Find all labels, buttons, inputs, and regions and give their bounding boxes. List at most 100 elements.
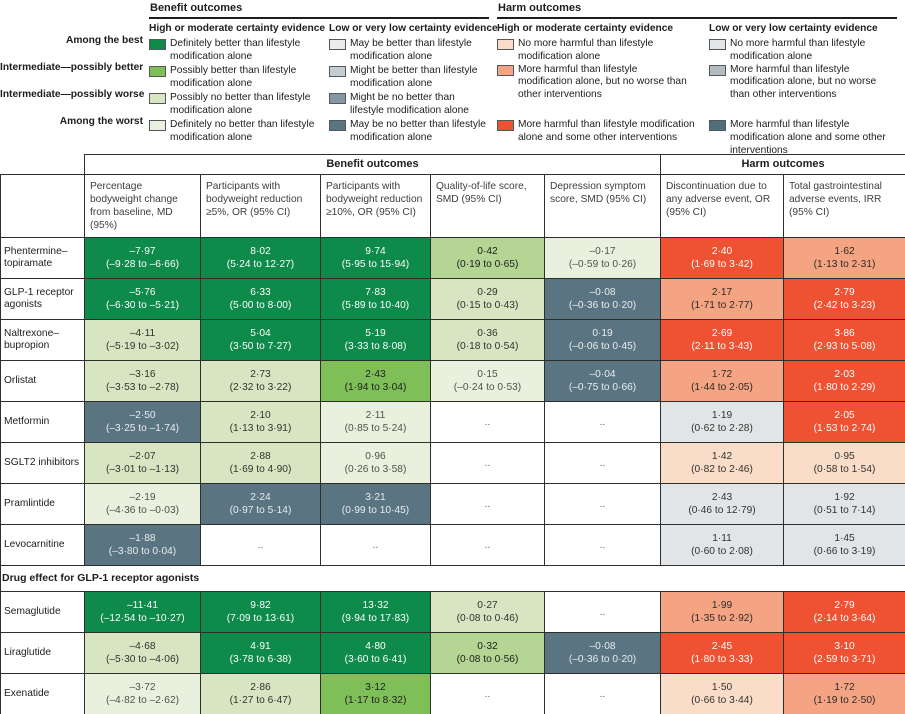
legend-swatch-icon (497, 39, 514, 50)
confidence-interval: (5·89 to 10·40) (341, 300, 410, 311)
estimate: 2·43 (365, 369, 386, 380)
legend-item: More harmful than lifestyle modification… (709, 119, 897, 157)
estimate: 3·86 (834, 328, 855, 339)
confidence-interval: (1·44 to 2·05) (691, 382, 753, 393)
confidence-interval: (2·93 to 5·08) (813, 341, 876, 352)
value-cell: 9·74 (5·95 to 15·94) (320, 237, 431, 279)
value-cell: 1·19 (0·62 to 2·28) (660, 401, 785, 443)
confidence-interval: (5·95 to 15·94) (341, 259, 410, 270)
estimate: –4·11 (129, 328, 156, 339)
legend-column-title: High or moderate certainty evidence (497, 23, 674, 34)
estimate: –1·88 (129, 533, 156, 544)
confidence-interval: (3·60 to 6·41) (344, 654, 407, 665)
legend-swatch-icon (497, 119, 514, 131)
legend-harm-group: Harm outcomes High or moderate certainty… (497, 2, 897, 156)
table-row: Levocarnitine –1·88 (–3·80 to 0·04).......… (0, 524, 905, 566)
column-header: Percentage bodyweight change from baseli… (84, 174, 201, 238)
estimate: 0·15 (477, 369, 498, 380)
confidence-interval: (3·33 to 8·08) (344, 341, 407, 352)
estimate: 3·21 (365, 492, 386, 503)
confidence-interval: (2·32 to 3·22) (229, 382, 292, 393)
table-row: Phentermine–topiramate –7·97 (–9·28 to –6·… (0, 237, 905, 279)
estimate: –0·17 (589, 246, 616, 257)
confidence-interval: (1·35 to 2·92) (691, 613, 753, 624)
estimate: 1·72 (834, 682, 855, 693)
legend-swatch-icon (709, 64, 726, 76)
confidence-interval: (0·26 to 3·58) (344, 464, 407, 475)
value-cell: 13·32 (9·94 to 17·83) (320, 591, 431, 633)
legend-row-label: Intermediate—possibly better (0, 62, 144, 73)
estimate: 2·40 (711, 246, 733, 257)
confidence-interval: (5·00 to 8·00) (229, 300, 292, 311)
legend-items: No more harmful than lifestyle modificat… (497, 38, 709, 145)
value-cell: .. (430, 442, 545, 484)
confidence-interval: (1·69 to 3·42) (691, 259, 753, 270)
value-cell: 4·91 (3·78 to 6·38) (200, 632, 321, 674)
estimate: .. (599, 606, 606, 618)
value-cell: 2·43 (1·94 to 3·04) (320, 360, 431, 402)
drug-name: GLP-1 receptor agonists (0, 278, 85, 320)
confidence-interval: (1·13 to 3·91) (229, 423, 292, 434)
legend-swatch-icon (149, 93, 166, 104)
value-cell: 1·50 (0·66 to 3·44) (660, 673, 785, 714)
estimate: .. (599, 539, 606, 551)
confidence-interval: (0·97 to 5·14) (229, 505, 292, 516)
estimate: 0·42 (477, 246, 498, 257)
estimate: 2·73 (250, 369, 271, 380)
estimate: –0·08 (589, 287, 616, 298)
drug-name: Orlistat (0, 360, 85, 402)
confidence-interval: (1·13 to 2·31) (813, 259, 876, 270)
value-cell: 0·95 (0·58 to 1·54) (783, 442, 905, 484)
estimate: 2·10 (250, 410, 271, 421)
legend-column-title: Low or very low certainty evidence (329, 23, 498, 34)
estimate: 8·02 (250, 246, 271, 257)
value-cell: 2·73 (2·32 to 3·22) (200, 360, 321, 402)
drug-column-header (0, 174, 85, 238)
column-header: Total gastrointestinal adverse events, I… (783, 174, 905, 238)
legend-item: No more harmful than lifestyle modificat… (497, 38, 709, 64)
value-cell: 3·12 (1·17 to 8·32) (320, 673, 431, 714)
value-cell: 3·86 (2·93 to 5·08) (783, 319, 905, 361)
confidence-interval: (0·85 to 5·24) (344, 423, 407, 434)
estimate: 2·24 (250, 492, 271, 503)
drug-name: Liraglutide (0, 632, 85, 674)
legend-swatch-icon (329, 39, 346, 50)
legend-item: Definitely better than lifestyle modific… (149, 38, 329, 65)
estimate: –3·16 (129, 369, 156, 380)
drug-name: Levocarnitine (0, 524, 85, 566)
estimate: 3·10 (834, 641, 855, 652)
table-row: GLP-1 receptor agonists –5·76 (–6·30 to –5… (0, 278, 905, 320)
value-cell: 2·79 (2·14 to 3·64) (783, 591, 905, 633)
value-cell: .. (430, 483, 545, 525)
estimate: .. (599, 498, 606, 510)
value-cell: 2·69 (2·11 to 3·43) (660, 319, 785, 361)
estimate: .. (599, 416, 606, 428)
confidence-interval: (–0·59 to 0·26) (568, 259, 637, 270)
value-cell: –2·50 (–3·25 to –1·74) (84, 401, 201, 443)
estimate: 2·69 (711, 328, 733, 339)
value-cell: 0·42 (0·19 to 0·65) (430, 237, 545, 279)
legend-swatch-icon (329, 120, 346, 131)
value-cell: 1·72 (1·19 to 2·50) (783, 673, 905, 714)
value-cell: 2·86 (1·27 to 6·47) (200, 673, 321, 714)
value-cell: 2·11 (0·85 to 5·24) (320, 401, 431, 443)
value-cell: –11·41 (–12·54 to –10·27) (84, 591, 201, 633)
estimate: 3·12 (365, 682, 386, 693)
estimate: 0·19 (592, 328, 613, 339)
value-cell: 1·62 (1·13 to 2·31) (783, 237, 905, 279)
legend-swatch-icon (149, 39, 166, 50)
value-cell: .. (543, 524, 662, 566)
estimate: –2·50 (129, 410, 156, 421)
estimate: 2·45 (711, 641, 733, 652)
value-cell: 0·29 (0·15 to 0·43) (430, 278, 545, 320)
confidence-interval: (–0·24 to 0·53) (453, 382, 522, 393)
estimate: –7·97 (129, 246, 156, 257)
estimate: 0·96 (365, 451, 386, 462)
legend-row-labels: Among the best Intermediate—possibly bett… (0, 2, 149, 151)
confidence-interval: (0·46 to 12·79) (688, 505, 756, 516)
harm-outcomes-header: Harm outcomes (660, 154, 905, 175)
legend-item: No more harmful than lifestyle modificat… (709, 38, 897, 64)
drug-name: Pramlintide (0, 483, 85, 525)
legend-items: May be better than lifestyle modificatio… (329, 38, 489, 146)
value-cell: 2·17 (1·71 to 2·77) (660, 278, 785, 320)
